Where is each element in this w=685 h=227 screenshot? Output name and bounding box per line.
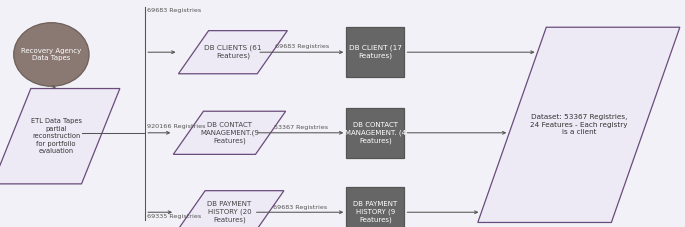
Text: 920166 Registries: 920166 Registries — [147, 124, 206, 129]
Text: DB PAYMENT
HISTORY (9
Features): DB PAYMENT HISTORY (9 Features) — [353, 201, 397, 223]
Text: 69335 Registries: 69335 Registries — [147, 214, 201, 219]
Text: ETL Data Tapes
partial
reconstruction
for portfolio
evaluation: ETL Data Tapes partial reconstruction fo… — [31, 118, 82, 154]
Polygon shape — [173, 111, 286, 154]
Text: Dataset: 53367 Registries,
24 Features - Each registry
is a client: Dataset: 53367 Registries, 24 Features -… — [530, 114, 627, 135]
Text: DB CLIENTS (61
Features): DB CLIENTS (61 Features) — [204, 45, 262, 59]
FancyBboxPatch shape — [347, 187, 404, 227]
Polygon shape — [178, 31, 288, 74]
FancyBboxPatch shape — [347, 108, 404, 158]
Polygon shape — [477, 27, 680, 222]
Text: DB CONTACT
MANAGEMENT.(9
Features): DB CONTACT MANAGEMENT.(9 Features) — [200, 122, 259, 144]
Ellipse shape — [14, 23, 89, 86]
Text: DB CONTACT
MANAGEMENT. (4
Features): DB CONTACT MANAGEMENT. (4 Features) — [345, 122, 406, 144]
Text: Recovery Agency
Data Tapes: Recovery Agency Data Tapes — [21, 48, 82, 61]
Text: 69683 Registries: 69683 Registries — [273, 205, 327, 210]
FancyBboxPatch shape — [347, 27, 404, 77]
Text: 69683 Registries: 69683 Registries — [275, 44, 329, 49]
Text: 69683 Registries: 69683 Registries — [147, 8, 201, 13]
Text: DB PAYMENT
HISTORY (20
Features): DB PAYMENT HISTORY (20 Features) — [208, 201, 251, 223]
Polygon shape — [0, 89, 120, 184]
Polygon shape — [175, 191, 284, 227]
Text: DB CLIENT (17
Features): DB CLIENT (17 Features) — [349, 45, 402, 59]
Text: 53367 Registries: 53367 Registries — [274, 125, 328, 130]
